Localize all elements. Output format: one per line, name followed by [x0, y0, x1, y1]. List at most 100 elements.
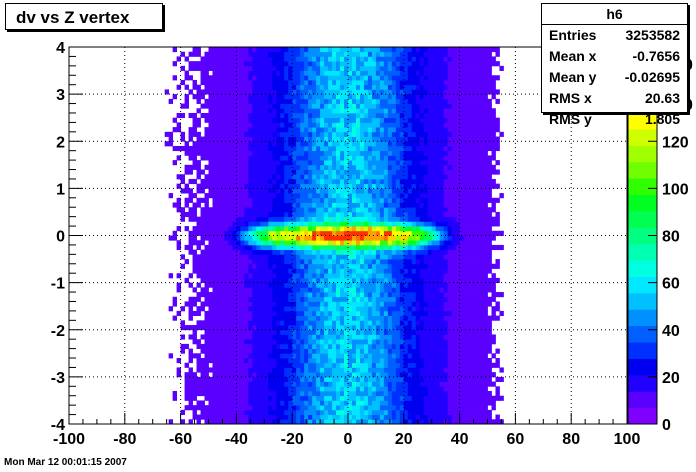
- heatmap-cell: [387, 75, 393, 81]
- heatmap-cell: [328, 145, 333, 152]
- heatmap-cell: [391, 386, 397, 392]
- heatmap-cell: [351, 405, 357, 411]
- heatmap-cell: [411, 249, 417, 255]
- heatmap-cell: [363, 405, 369, 411]
- heatmap-cell: [232, 405, 237, 411]
- heatmap-cell: [320, 409, 325, 415]
- heatmap-cell: [431, 343, 437, 349]
- heatmap-cell: [300, 103, 305, 109]
- heatmap-cell: [228, 329, 233, 335]
- heatmap-cell: [411, 75, 417, 81]
- heatmap-cell: [320, 84, 325, 90]
- heatmap-cell: [228, 103, 233, 109]
- heatmap-cell: [367, 164, 373, 170]
- heatmap-cell: [328, 174, 333, 180]
- heatmap-cell: [351, 207, 357, 213]
- heatmap-cell: [228, 263, 233, 269]
- heatmap-cell: [204, 367, 209, 373]
- heatmap-cell: [423, 75, 429, 81]
- heatmap-cell: [403, 343, 409, 349]
- heatmap-cell: [212, 235, 217, 241]
- heatmap-cell: [192, 254, 197, 260]
- heatmap-cell: [363, 84, 369, 90]
- heatmap-cell: [351, 240, 357, 246]
- heatmap-cell: [308, 254, 313, 260]
- heatmap-cell: [292, 376, 297, 382]
- heatmap-cell: [212, 348, 217, 354]
- heatmap-cell: [216, 94, 221, 100]
- heatmap-cell: [348, 259, 353, 265]
- heatmap-cell: [300, 391, 305, 397]
- heatmap-cell: [292, 263, 297, 269]
- heatmap-cell: [240, 320, 245, 326]
- heatmap-cell: [228, 197, 233, 203]
- heatmap-cell: [328, 405, 333, 411]
- heatmap-cell: [216, 391, 221, 397]
- heatmap-cell: [348, 235, 353, 241]
- heatmap-cell: [264, 84, 269, 90]
- heatmap-cell: [324, 65, 329, 71]
- heatmap-cell: [312, 282, 317, 288]
- heatmap-cell: [268, 334, 273, 340]
- heatmap-cell: [332, 325, 337, 331]
- heatmap-cell: [324, 353, 329, 359]
- heatmap-cell: [260, 164, 265, 170]
- heatmap-cell: [248, 301, 253, 307]
- heatmap-cell: [188, 207, 193, 213]
- heatmap-cell: [407, 51, 413, 57]
- heatmap-cell: [248, 230, 253, 236]
- heatmap-cell: [387, 381, 393, 387]
- heatmap-cell: [276, 221, 281, 227]
- heatmap-cell: [240, 329, 245, 335]
- heatmap-cell: [256, 79, 261, 86]
- heatmap-cell: [200, 334, 205, 340]
- heatmap-cell: [431, 306, 437, 312]
- heatmap-cell: [284, 329, 289, 335]
- heatmap-cell: [192, 296, 197, 302]
- heatmap-cell: [399, 391, 405, 397]
- heatmap-cell: [351, 117, 357, 123]
- heatmap-cell: [284, 315, 289, 321]
- heatmap-cell: [399, 197, 405, 203]
- heatmap-cell: [363, 249, 369, 255]
- heatmap-cell: [351, 277, 357, 284]
- heatmap-cell: [296, 315, 301, 321]
- heatmap-cell: [395, 287, 401, 293]
- heatmap-cell: [184, 325, 189, 331]
- heatmap-cell: [324, 155, 329, 161]
- heatmap-cell: [316, 277, 321, 284]
- heatmap-cell: [304, 122, 309, 128]
- heatmap-cell: [340, 56, 345, 62]
- heatmap-cell: [351, 75, 357, 81]
- heatmap-cell: [359, 301, 365, 307]
- heatmap-cell: [379, 127, 385, 133]
- heatmap-cell: [415, 405, 421, 411]
- heatmap-cell: [180, 145, 185, 152]
- heatmap-cell: [236, 249, 241, 255]
- heatmap-cell: [340, 381, 345, 387]
- heatmap-cell: [328, 254, 333, 260]
- heatmap-cell: [244, 367, 249, 373]
- heatmap-cell: [340, 386, 345, 392]
- heatmap-cell: [320, 112, 325, 119]
- heatmap-cell: [359, 98, 365, 104]
- heatmap-cell: [308, 183, 313, 189]
- heatmap-cell: [172, 61, 178, 67]
- heatmap-cell: [324, 47, 329, 53]
- heatmap-cell: [248, 216, 253, 222]
- heatmap-cell: [268, 79, 273, 86]
- heatmap-cell: [264, 296, 269, 302]
- heatmap-cell: [284, 320, 289, 326]
- heatmap-cell: [216, 197, 221, 203]
- heatmap-cell: [296, 216, 301, 222]
- heatmap-cell: [423, 358, 429, 364]
- heatmap-cell: [411, 160, 417, 166]
- heatmap-cell: [395, 254, 401, 260]
- heatmap-cell: [176, 273, 181, 279]
- heatmap-cell: [224, 296, 229, 302]
- heatmap-cell: [399, 56, 405, 62]
- heatmap-cell: [208, 79, 213, 86]
- heatmap-cell: [220, 405, 225, 411]
- heatmap-cell: [292, 150, 297, 156]
- heatmap-cell: [252, 84, 257, 90]
